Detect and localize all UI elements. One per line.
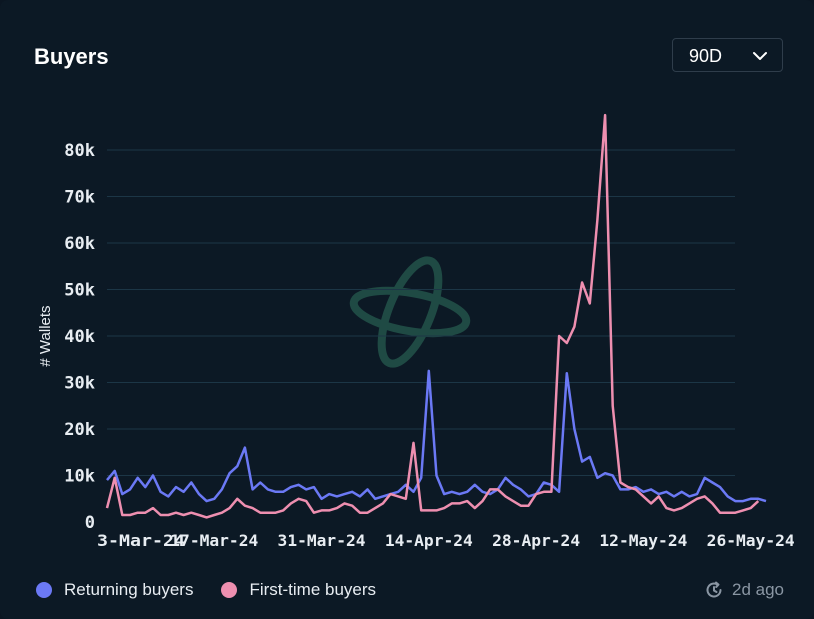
legend-item-returning[interactable]: Returning buyers bbox=[36, 580, 193, 600]
chevron-down-icon bbox=[753, 52, 767, 60]
x-tick-label: 28-Apr-24 bbox=[492, 531, 580, 550]
y-axis-label: # Wallets bbox=[37, 305, 54, 366]
logo-watermark-icon bbox=[349, 256, 471, 368]
legend-label-returning: Returning buyers bbox=[64, 580, 194, 599]
y-tick-label: 20k bbox=[64, 420, 95, 440]
x-tick-label: 12-May-24 bbox=[599, 531, 687, 550]
y-tick-label: 60k bbox=[64, 234, 95, 254]
y-tick-label: 0 bbox=[85, 513, 95, 533]
x-tick-label: 31-Mar-24 bbox=[278, 531, 366, 550]
series-line-first-time-buyers bbox=[105, 113, 760, 519]
y-tick-label: 40k bbox=[64, 327, 95, 347]
legend-dot-returning bbox=[36, 582, 52, 598]
chart-legend: Returning buyers First-time buyers bbox=[36, 578, 404, 602]
range-dropdown[interactable]: 90D bbox=[672, 38, 783, 72]
x-tick-label: 17-Mar-24 bbox=[170, 531, 258, 550]
last-updated: 2d ago bbox=[704, 578, 784, 602]
y-tick-label: 80k bbox=[64, 141, 95, 161]
y-tick-label: 10k bbox=[64, 467, 95, 487]
legend-item-first-time[interactable]: First-time buyers bbox=[221, 580, 376, 600]
x-tick-label: 26-May-24 bbox=[707, 531, 795, 550]
last-updated-text: 2d ago bbox=[732, 580, 784, 599]
series-line-returning-buyers bbox=[106, 369, 767, 503]
refresh-clock-icon bbox=[706, 581, 722, 598]
y-tick-label: 30k bbox=[64, 374, 95, 394]
x-tick-label: 14-Apr-24 bbox=[385, 531, 473, 550]
legend-dot-first-time bbox=[221, 582, 238, 598]
range-dropdown-value: 90D bbox=[689, 46, 723, 66]
y-tick-label: 70k bbox=[64, 188, 95, 208]
x-tick-label: 3-Mar-24 bbox=[97, 531, 185, 550]
legend-label-first-time: First-time buyers bbox=[249, 580, 377, 599]
page-title: Buyers bbox=[34, 44, 109, 69]
y-tick-label: 50k bbox=[64, 281, 95, 301]
